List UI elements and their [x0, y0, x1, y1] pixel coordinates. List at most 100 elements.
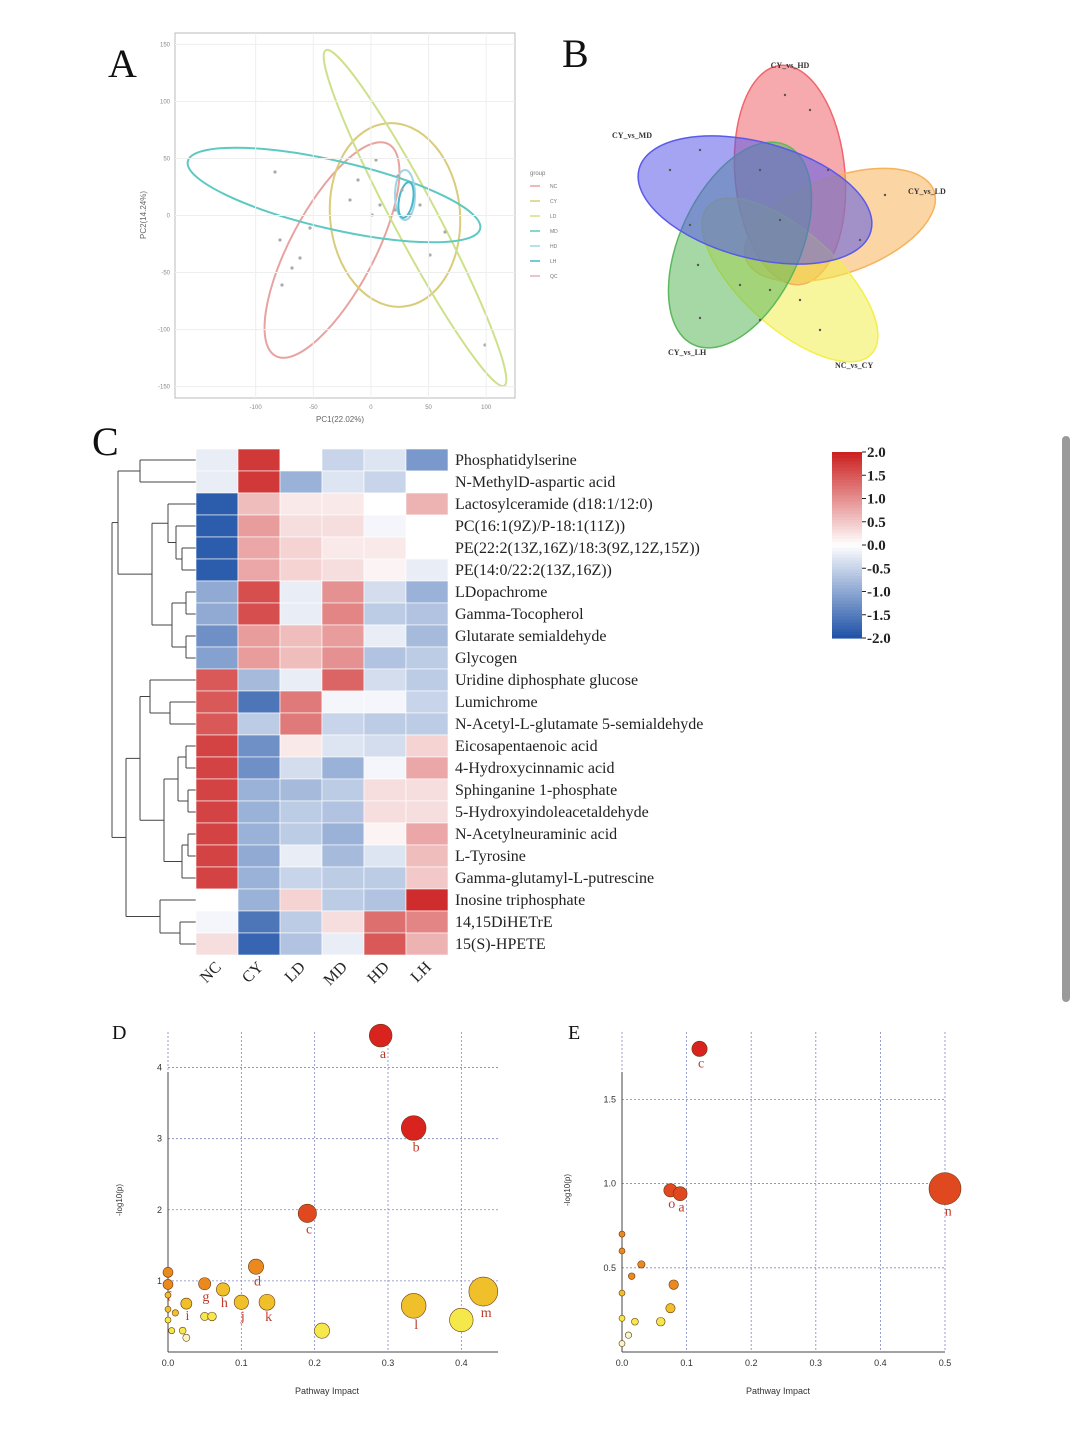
plot-d-bubble-label: h [221, 1296, 228, 1311]
heatmap-cell [195, 712, 239, 736]
colorbar-segment [832, 625, 862, 630]
panel-letter-d: D [112, 1022, 127, 1044]
colorbar-segment [832, 495, 862, 500]
heatmap-cell [321, 646, 365, 670]
pca-xtick-label: 0 [369, 405, 373, 411]
heatmap-cell [279, 492, 323, 516]
plot-e-xtick-label: 0.4 [874, 1358, 887, 1368]
page-scrollbar[interactable] [1062, 436, 1070, 1002]
heatmap-cell [237, 536, 281, 560]
colorbar-segment [832, 473, 862, 478]
pca-ellipse [397, 181, 415, 219]
colorbar-segment [832, 603, 862, 608]
plot-d-bubble [233, 1294, 249, 1310]
heatmap-cell [237, 932, 281, 956]
pathway-plot-e: 0.0 0.1 0.2 0.3 0.4 0.5 0.5 1.0 1.5 c n o a [603, 1032, 962, 1368]
plot-d-bubble [180, 1297, 193, 1310]
heatmap-cell [279, 756, 323, 780]
heatmap-cell [363, 602, 407, 626]
colorbar-segment [832, 594, 862, 599]
venn-label-cy-vs-ld: CY_vs_LD [908, 187, 946, 196]
colorbar-segment [832, 520, 862, 524]
venn-count-mark [698, 148, 702, 152]
heatmap-cell [279, 844, 323, 868]
plot-d-bubble [314, 1322, 330, 1339]
heatmap-cell [363, 800, 407, 824]
plot-e-ytick-label: 0.5 [603, 1263, 616, 1273]
heatmap-cell [405, 844, 449, 868]
plot-d-bubble [216, 1282, 230, 1297]
heatmap-cell [363, 448, 407, 472]
plot-e-bubble [928, 1172, 962, 1205]
plot-d-bubble-label: l [414, 1318, 418, 1333]
colorbar-segment [832, 514, 862, 518]
plot-d-xlabel: Pathway Impact [295, 1386, 360, 1396]
colorbar-segment [832, 526, 862, 531]
colorbar-segment [832, 560, 862, 565]
pca-sample-point [298, 256, 302, 260]
colorbar-segment [832, 582, 862, 586]
heatmap-cell [279, 536, 323, 560]
plot-d-bubble [182, 1333, 191, 1342]
venn-count-mark [798, 298, 802, 302]
heatmap-cell [279, 712, 323, 736]
heatmap-cell [405, 558, 449, 582]
pca-sample-point [273, 170, 277, 174]
heatmap-cell [321, 624, 365, 648]
pca-legend-label: CY [550, 199, 558, 205]
venn-count-mark [858, 238, 862, 242]
venn-count-mark [808, 108, 812, 112]
pca-sample-point [290, 266, 294, 270]
plot-e-bubble [656, 1317, 666, 1327]
colorbar-tick-label: -2.0 [867, 631, 891, 647]
heatmap-colorbar: 2.0 1.5 1.0 0.5 0.0 -0.5 -1.0 -1.5 -2.0 [832, 445, 891, 647]
colorbar-segment [832, 504, 862, 509]
heatmap-cell [321, 756, 365, 780]
pca-ytick-label: -50 [161, 271, 170, 277]
venn-count-mark [883, 193, 887, 197]
plot-e-bubble [663, 1183, 678, 1198]
pca-sample-point [396, 174, 400, 178]
pca-ytick-label: -100 [158, 328, 171, 334]
heatmap-cell [321, 492, 365, 516]
plot-d-xtick-label: 0.1 [235, 1358, 248, 1368]
heatmap-cell [405, 624, 449, 648]
colorbar-segment [832, 563, 862, 568]
venn-shapes [637, 64, 937, 363]
pca-sample-point [400, 188, 404, 192]
heatmap-cell [237, 734, 281, 758]
heatmap-cell [405, 712, 449, 736]
panel-letter-a: A [108, 41, 137, 86]
colorbar-segment [832, 541, 862, 546]
colorbar-segment [832, 607, 862, 611]
venn-petal [743, 167, 937, 283]
plot-e-ytick-label: 1.0 [603, 1179, 616, 1189]
venn-count-mark [818, 328, 822, 332]
plot-d-xtick-label: 0.2 [308, 1358, 321, 1368]
heatmap-cell [279, 690, 323, 714]
heatmap-col-label: NC [197, 959, 225, 987]
heatmap-cell [279, 624, 323, 648]
heatmap-cell [321, 712, 365, 736]
colorbar-segment [832, 470, 862, 475]
heatmap-cell [363, 932, 407, 956]
heatmap-cell [405, 866, 449, 890]
plot-d-bubble [368, 1023, 393, 1048]
colorbar-segment [832, 479, 862, 484]
plot-e-xtick-label: 0.3 [810, 1358, 823, 1368]
plot-e-bubble-label: a [678, 1201, 685, 1216]
heatmap-cell [321, 866, 365, 890]
heatmap-cell [405, 910, 449, 934]
plot-d-ytick-label: 3 [157, 1134, 162, 1144]
heatmap-cell [363, 778, 407, 802]
heatmap-cell [279, 448, 323, 472]
plot-d-bubble-label: d [254, 1274, 261, 1289]
heatmap-cell [237, 690, 281, 714]
heatmap-cell [237, 602, 281, 626]
heatmap-cell [195, 624, 239, 648]
plot-d-bubble-label: j [240, 1309, 245, 1324]
plot-d-ytick-label: 2 [157, 1205, 162, 1215]
colorbar-segment [832, 517, 862, 521]
